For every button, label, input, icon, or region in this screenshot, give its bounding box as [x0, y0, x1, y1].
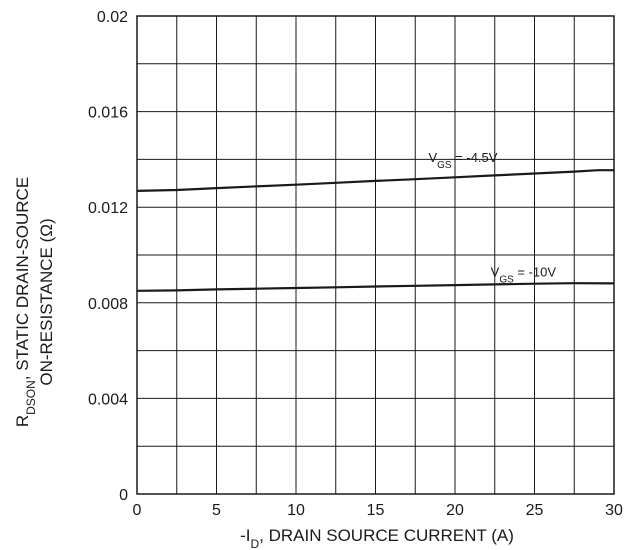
annotation-prefix: V — [491, 265, 500, 280]
x-axis-label-prefix: -I — [240, 526, 250, 545]
x-tick-label: 0 — [133, 502, 142, 519]
data-series — [136, 169, 615, 292]
x-tick-label: 30 — [605, 502, 623, 519]
x-axis-label-suffix: , DRAIN SOURCE CURRENT (A) — [259, 526, 514, 545]
y-axis-label-suffix: , STATIC DRAIN-SOURCE — [13, 177, 32, 380]
y-tick-label: 0.02 — [97, 9, 128, 26]
y-axis-label-line1: RDSON, STATIC DRAIN-SOURCE — [13, 177, 38, 427]
x-tick-label: 15 — [367, 502, 385, 519]
grid-lines — [137, 16, 614, 494]
y-tick-label: 0.012 — [88, 200, 128, 217]
series-line-2 — [136, 282, 615, 292]
series-annotation-1: VGS = -4.5V — [428, 150, 497, 171]
plot-frame — [136, 15, 615, 495]
x-tick-label: 10 — [287, 502, 305, 519]
annotation-prefix: V — [428, 150, 437, 165]
y-axis-tick-labels: 0 0.004 0.008 0.012 0.016 0.02 — [88, 9, 128, 504]
y-tick-label: 0.008 — [88, 296, 128, 313]
x-axis-label-sub: D — [251, 537, 260, 550]
x-tick-label: 5 — [212, 502, 221, 519]
x-tick-label: 20 — [446, 502, 464, 519]
y-tick-label: 0 — [119, 487, 128, 504]
y-axis-label-prefix: R — [13, 415, 32, 427]
y-axis-label: RDSON, STATIC DRAIN-SOURCE ON-RESISTANCE… — [13, 177, 56, 427]
y-axis-label-line2: ON-RESISTANCE (Ω) — [37, 218, 56, 385]
annotation-sub: GS — [437, 159, 452, 170]
y-axis-label-sub: DSON — [24, 380, 38, 415]
x-axis-tick-labels: 0 5 10 15 20 25 30 — [133, 502, 623, 519]
annotation-sub: GS — [499, 274, 514, 285]
series-annotation-2: VGS = -10V — [491, 265, 557, 286]
annotation-suffix: = -4.5V — [452, 150, 498, 165]
y-tick-label: 0.016 — [88, 105, 128, 122]
y-tick-label: 0.004 — [88, 391, 128, 408]
annotation-suffix: = -10V — [514, 265, 557, 280]
x-tick-label: 25 — [526, 502, 544, 519]
series-line-1 — [136, 169, 614, 192]
x-axis-label: -ID, DRAIN SOURCE CURRENT (A) — [240, 526, 514, 550]
